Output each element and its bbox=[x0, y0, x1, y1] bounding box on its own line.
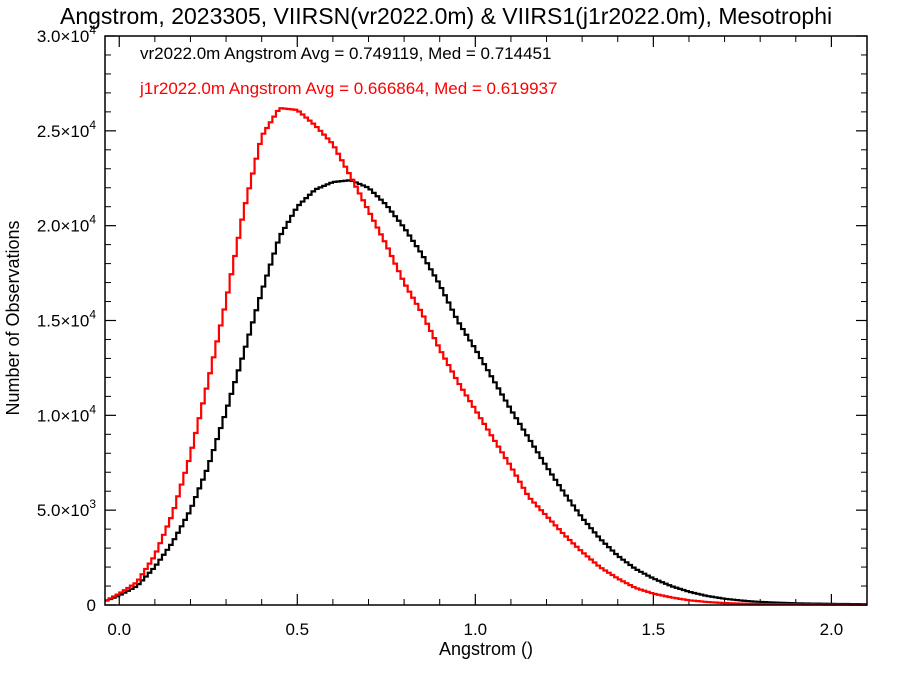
y-tick-label: 2.5×104 bbox=[37, 118, 96, 141]
y-tick-label: 3.0×104 bbox=[37, 23, 96, 46]
stats-annotations: vr2022.0m Angstrom Avg = 0.749119, Med =… bbox=[139, 44, 557, 98]
y-tick-exponent: 4 bbox=[89, 118, 96, 132]
y-tick-label: 0 bbox=[87, 596, 96, 615]
stats-annotation-0: vr2022.0m Angstrom Avg = 0.749119, Med =… bbox=[140, 44, 551, 63]
y-tick-mantissa: 1.0×10 bbox=[37, 406, 89, 425]
y-tick-mantissa: 5.0×10 bbox=[37, 501, 89, 520]
series-0-histogram bbox=[105, 179, 867, 606]
y-tick-mantissa: 2.5×10 bbox=[37, 122, 89, 141]
x-tick-label: 0.5 bbox=[285, 620, 309, 639]
y-tick-mantissa: 2.0×10 bbox=[37, 217, 89, 236]
y-tick-label: 1.0×104 bbox=[37, 402, 96, 425]
y-tick-mantissa: 1.5×10 bbox=[37, 312, 89, 331]
x-tick-label: 1.0 bbox=[463, 620, 487, 639]
y-tick-mantissa: 0 bbox=[87, 596, 96, 615]
plot-frame bbox=[104, 35, 868, 606]
y-tick-mantissa: 3.0×10 bbox=[37, 27, 89, 46]
stats-annotation-1: j1r2022.0m Angstrom Avg = 0.666864, Med … bbox=[139, 79, 557, 98]
chart-title: Angstrom, 2023305, VIIRSN(vr2022.0m) & V… bbox=[60, 3, 832, 29]
x-tick-label: 2.0 bbox=[820, 620, 844, 639]
series-layer bbox=[105, 107, 867, 606]
y-axis-label: Number of Observations bbox=[3, 220, 23, 415]
y-tick-exponent: 4 bbox=[89, 402, 96, 416]
y-tick-label: 1.5×104 bbox=[37, 308, 96, 331]
y-tick-exponent: 3 bbox=[89, 497, 96, 511]
y-tick-exponent: 4 bbox=[89, 23, 96, 37]
x-axis-ticks: 0.0 0.5 1.0 1.5 2.0 bbox=[107, 36, 868, 639]
x-axis-label: Angstrom () bbox=[439, 639, 533, 659]
series-1-histogram bbox=[105, 107, 867, 606]
x-tick-label: 1.5 bbox=[642, 620, 666, 639]
y-tick-label: 2.0×104 bbox=[37, 213, 96, 236]
y-axis-ticks: 05.0×1031.0×1041.5×1042.0×1042.5×1043.0×… bbox=[37, 23, 867, 615]
y-tick-exponent: 4 bbox=[89, 308, 96, 322]
y-tick-label: 5.0×103 bbox=[37, 497, 96, 520]
x-tick-label: 0.0 bbox=[107, 620, 131, 639]
y-tick-exponent: 4 bbox=[89, 213, 96, 227]
